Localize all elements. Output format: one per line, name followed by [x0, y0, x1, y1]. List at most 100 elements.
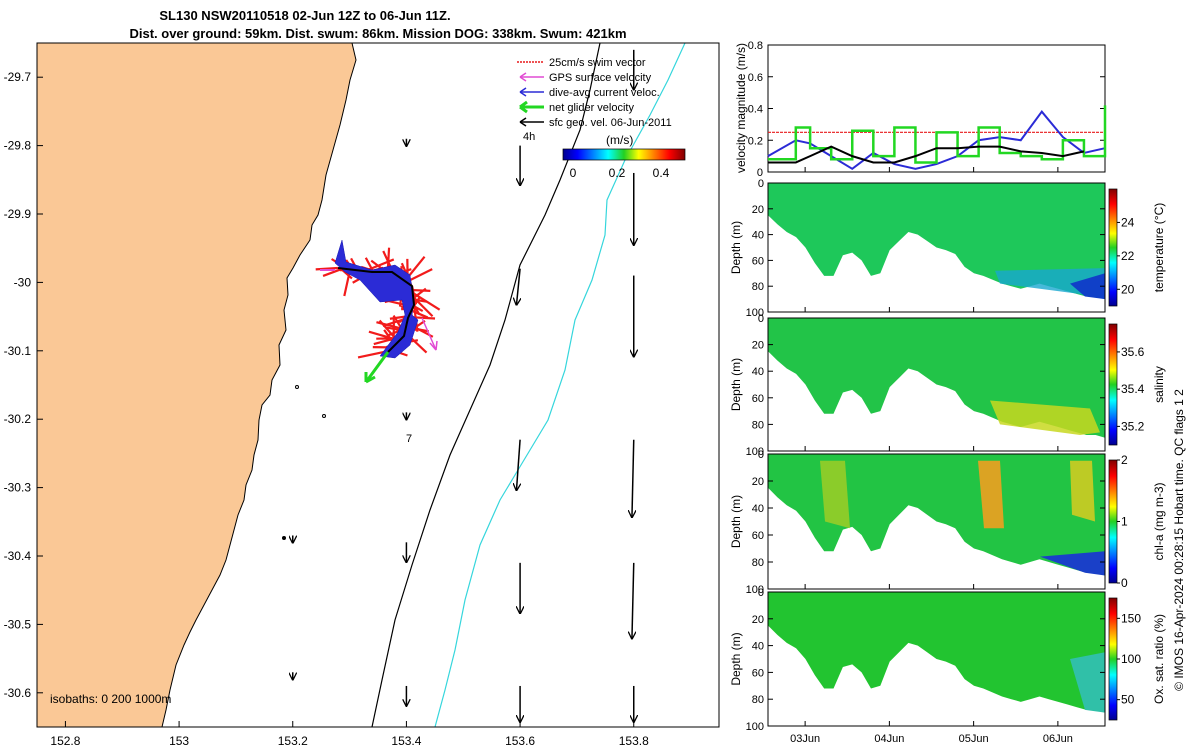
- section-y-tick-label: 20: [752, 476, 764, 488]
- section-y-tick-label: 80: [752, 694, 764, 706]
- section-cold-patch: [1070, 273, 1105, 300]
- land-polygon: [37, 43, 357, 727]
- section-y-tick-label: 40: [752, 641, 764, 653]
- map-colorbar-tick: 0.2: [609, 166, 626, 180]
- colorbar-tick-label: 24: [1121, 215, 1135, 229]
- section-y-tick-label: 40: [752, 230, 764, 242]
- section-y-tick-label: 0: [758, 178, 764, 190]
- net-glider-arrowhead: [364, 372, 376, 384]
- colorbar-tick-label: 20: [1121, 282, 1135, 296]
- swim-vector: [410, 309, 429, 319]
- swim-vector: [412, 287, 427, 300]
- section-ylabel: Depth (m): [729, 632, 743, 685]
- map-y-tick-label: -30.4: [4, 549, 32, 563]
- time-axis-ticks: 03Jun 04Jun 05Jun 06Jun: [790, 167, 1073, 745]
- section-data-fill: [768, 183, 1105, 300]
- time-tick-label: 04Jun: [874, 733, 904, 745]
- section-axes-frame: [767, 317, 1106, 452]
- colorbar-tick-label: 150: [1121, 611, 1141, 625]
- isobath-1000m: [434, 43, 686, 727]
- map-x-tick-label: 152.8: [50, 734, 80, 748]
- section-y-tick-label: 40: [752, 366, 764, 378]
- map-y-tick-label: -30.5: [4, 617, 32, 631]
- velocity-y-tick-label: 0.2: [748, 135, 763, 147]
- map-colorbar: [562, 148, 686, 161]
- velocity-ylabel: velocity magnitude (m/s): [734, 43, 748, 173]
- velocity-y-tick-label: 0: [757, 167, 763, 179]
- island: [282, 536, 286, 540]
- sfc-geo-velocity-arrow: [632, 439, 634, 517]
- section-y-tick-label: 80: [752, 419, 764, 431]
- map-y-ticks: -29.7 -29.8 -29.9 -30 -30.1 -30.2 -30.3 -30.4 -3…: [4, 70, 43, 700]
- velocity-series-line: [767, 110, 1106, 171]
- velocity-panel: 0 0.2 0.4 0.6 0.8 velocity magnitude (m/s): [734, 40, 1107, 179]
- velocity-series-line: [768, 145, 1085, 164]
- velocity-series-line: [768, 105, 1107, 164]
- map-colorbar-tick: 0.4: [653, 166, 670, 180]
- swim-vector: [412, 288, 431, 292]
- section-y-tick-label: 100: [746, 307, 764, 319]
- section-colorbar: [1108, 188, 1118, 307]
- section-y-tick-label: 60: [752, 667, 764, 679]
- time-tick-label: 05Jun: [959, 733, 989, 745]
- map-x-tick-label: 153: [169, 734, 189, 748]
- section-ylabel: Depth (m): [729, 221, 743, 274]
- map-x-tick-label: 153.4: [391, 734, 421, 748]
- section-axes-frame: [767, 453, 1106, 590]
- colorbar-tick-label: 35.2: [1121, 419, 1145, 433]
- colorbar-tick-label: 35.6: [1121, 345, 1145, 359]
- gps-surface-velocity-arrow: [421, 317, 437, 351]
- map-legend: 25cm/s swim vector GPS surface velocity …: [517, 57, 686, 180]
- map-y-tick-label: -30: [14, 275, 32, 289]
- map-annotation-4h: 4h: [523, 131, 535, 143]
- section-ylabel: Depth (m): [729, 358, 743, 411]
- colorbar-tick-label: 2: [1121, 453, 1128, 467]
- colorbar-label: Ox. sat. ratio (%): [1152, 614, 1166, 704]
- section-chl-patch: [1040, 551, 1105, 576]
- section-y-tick-label: 100: [746, 584, 764, 596]
- swim-vector: [413, 298, 427, 303]
- section-y-tick-label: 60: [752, 393, 764, 405]
- legend-item-sfc-geo: sfc geo. vel. 06-Jun-2011: [519, 117, 672, 129]
- colorbar-tick-label: 35.4: [1121, 382, 1145, 396]
- map-colorbar-tick: 0: [570, 166, 577, 180]
- svg-text:net glider velocity: net glider velocity: [549, 102, 634, 114]
- section-colorbar: [1108, 597, 1118, 721]
- section-y-tick-label: 0: [758, 313, 764, 325]
- section-colorbar: [1108, 459, 1118, 584]
- map-y-tick-label: -29.9: [4, 207, 32, 221]
- section-y-tick-label: 100: [746, 446, 764, 458]
- svg-text:25cm/s swim vector: 25cm/s swim vector: [549, 57, 646, 69]
- section-ylabel: Depth (m): [729, 495, 743, 548]
- island: [295, 385, 299, 389]
- sfc-geo-velocity-arrows: [293, 49, 634, 722]
- map-x-ticks: 152.8 153 153.2 153.4 153.6 153.8: [50, 721, 649, 748]
- colorbar-tick-label: 1: [1121, 515, 1128, 529]
- map-y-tick-label: -30.6: [4, 686, 32, 700]
- section-axes-frame: [767, 182, 1106, 313]
- map-x-tick-label: 153.6: [505, 734, 535, 748]
- section-colorbar: [1108, 323, 1118, 446]
- section-panel-2: 0 20 40 60 80 100 Depth (m) 35.2 35.4 35.6 salinit…: [729, 313, 1166, 458]
- colorbar-label: temperature (°C): [1152, 203, 1166, 293]
- svg-text:sfc geo. vel. 06-Jun-2011: sfc geo. vel. 06-Jun-2011: [549, 117, 672, 129]
- svg-text:dive-avg current veloc.: dive-avg current veloc.: [549, 87, 660, 99]
- velocity-y-tick-label: 0.4: [748, 104, 763, 116]
- section-y-tick-label: 0: [758, 587, 764, 599]
- sfc-geo-velocity-arrow: [632, 562, 634, 639]
- section-y-tick-label: 80: [752, 281, 764, 293]
- sfc-geo-velocity-arrow: [516, 268, 520, 305]
- time-tick-label: 06Jun: [1043, 733, 1073, 745]
- section-panel-4: 0 20 40 60 80 100 Depth (m) 50 100 150 Ox. sat. ra…: [729, 587, 1166, 733]
- swim-vector: [413, 304, 424, 313]
- map-y-tick-label: -30.3: [4, 481, 32, 495]
- colorbar-label: salinity: [1152, 366, 1166, 403]
- credit-text: © IMOS 16-Apr-2024 00:28:15 Hobart time.…: [1172, 389, 1186, 691]
- colorbar-tick-label: 100: [1121, 652, 1141, 666]
- section-y-tick-label: 40: [752, 503, 764, 515]
- velocity-y-tick-label: 0.8: [748, 40, 763, 52]
- legend-item-dive-avg: dive-avg current veloc.: [519, 87, 660, 99]
- section-y-tick-label: 100: [746, 721, 764, 733]
- map-axes-frame: [36, 42, 720, 728]
